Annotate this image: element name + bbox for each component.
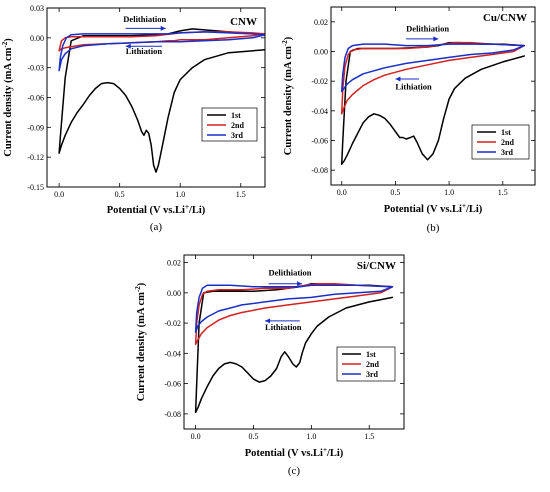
series-group (58, 28, 265, 173)
y-tick-label: -0.08 (164, 410, 181, 419)
legend-entry-label: 2nd (231, 121, 244, 130)
x-axis-label-end: /Li) (188, 205, 206, 216)
legend-entry-label: 3rd (366, 370, 379, 379)
annotation-arrow-head (265, 318, 271, 324)
annotation-arrow-head (125, 43, 131, 49)
y-tick-label: 0.00 (314, 48, 328, 57)
annotation-arrow-head (395, 76, 401, 82)
annotation-label: Lithiation (395, 81, 432, 91)
plot-frame (330, 6, 536, 186)
y-tick-label: -0.02 (311, 77, 328, 86)
y-tick-label: -0.04 (311, 107, 328, 116)
annotation-arrow-head (433, 36, 439, 42)
x-tick-label: 1.5 (236, 190, 246, 199)
series-group (340, 41, 526, 165)
x-axis-label: Potential (V vs.Li+/Li) (245, 446, 344, 459)
plot-frame (183, 254, 405, 430)
x-tick-label: 0.5 (390, 188, 400, 197)
y-tick-label: 0.00 (30, 34, 44, 43)
y-axis-label: Current density (mA cm-2) (134, 282, 147, 401)
y-axis-label-sup: -2 (281, 40, 289, 46)
y-tick-label: 0.02 (167, 259, 181, 268)
x-tick-label: 1.5 (364, 432, 374, 441)
panel-label: (a) (150, 221, 163, 233)
chart-panel-3: 0.0 0.5 1.0 1.5 -0.08 -0.06 -0.04 -0.02 0.00 0.02… (134, 254, 405, 477)
panel-label: (c) (288, 465, 301, 477)
x-tick-label: 0.5 (115, 190, 125, 199)
series-line-1st (194, 282, 394, 414)
y-axis-label-main: Current density (mA cm (3, 47, 14, 156)
y-tick-label: 0.03 (30, 4, 44, 13)
panel-label: (b) (427, 222, 440, 234)
y-axis-label: Current density (mA cm-2) (1, 38, 14, 157)
y-tick-label: -0.04 (164, 349, 181, 358)
y-tick-label: -0.15 (27, 183, 44, 192)
y-axis-label-end: ) (3, 38, 14, 42)
y-tick-label: -0.06 (164, 380, 181, 389)
legend-entry-label: 3rd (231, 131, 244, 140)
annotation-label: Delithiation (406, 23, 449, 33)
x-axis-label-end: /Li) (326, 448, 344, 459)
x-tick-label: 0.0 (337, 188, 347, 197)
x-axis-label: Potential (V vs.Li+/Li) (384, 202, 483, 215)
x-tick-label: 0.0 (191, 432, 201, 441)
x-axis-label-sup: + (185, 203, 189, 211)
y-axis-label-end: ) (283, 36, 294, 40)
x-tick-label: 1.5 (498, 188, 508, 197)
x-axis-label-main: Potential (V vs.Li (384, 204, 462, 215)
annotation-arrow-head (160, 25, 166, 31)
x-tick-label: 1.0 (444, 188, 454, 197)
y-axis-label-end: ) (136, 282, 147, 286)
chart-title: Cu/CNW (483, 12, 527, 24)
y-tick-label: -0.09 (27, 123, 44, 132)
x-axis-label-sup: + (323, 446, 327, 454)
y-tick-label: 0.02 (314, 18, 328, 27)
chart-panel-1: 0.0 0.5 1.0 1.5 -0.15 -0.12 -0.09 -0.06 -0.03 0.0… (1, 4, 266, 233)
x-axis-label-end: /Li) (465, 204, 483, 215)
annotation-label: Delithiation (269, 267, 312, 277)
legend-entry-label: 2nd (366, 360, 379, 369)
chart-panel-2: 0.0 0.5 1.0 1.5 -0.08 -0.06 -0.04 -0.02 0.00 0.02… (281, 6, 536, 234)
y-axis-label-sup: -2 (1, 41, 9, 47)
y-tick-label: -0.02 (164, 319, 181, 328)
series-group (194, 282, 394, 414)
x-tick-label: 1.0 (306, 432, 316, 441)
x-tick-label: 0.5 (248, 432, 258, 441)
y-tick-label: -0.03 (27, 64, 44, 73)
series-line-2nd (340, 41, 526, 115)
x-axis-label-main: Potential (V vs.Li (107, 205, 185, 216)
x-axis-label-main: Potential (V vs.Li (245, 448, 323, 459)
annotation-label: Delithiation (123, 14, 166, 24)
annotation-label: Lithiation (126, 46, 163, 56)
series-line-3rd (58, 31, 265, 72)
y-tick-label: -0.06 (27, 94, 44, 103)
y-axis-label-main: Current density (mA cm (136, 292, 147, 401)
chart-title: Si/CNW (357, 260, 396, 272)
x-axis-label-sup: + (462, 202, 466, 210)
series-line-3rd (194, 284, 394, 333)
y-tick-label: -0.06 (311, 137, 328, 146)
y-axis-label: Current density (mA cm-2) (281, 36, 294, 155)
legend-entry-label: 3rd (501, 148, 514, 157)
y-tick-label: 0.00 (167, 289, 181, 298)
x-tick-label: 1.0 (175, 190, 185, 199)
annotation-arrow-head (297, 281, 303, 287)
y-axis-label-main: Current density (mA cm (283, 46, 294, 155)
legend-entry-label: 2nd (501, 138, 514, 147)
y-tick-label: -0.08 (311, 166, 328, 175)
x-axis-label: Potential (V vs.Li+/Li) (107, 203, 206, 216)
legend-entry-label: 1st (366, 350, 376, 359)
legend-entry-label: 1st (501, 128, 511, 137)
legend-entry-label: 1st (231, 111, 241, 120)
chart-title: CNW (230, 16, 257, 28)
y-axis-label-sup: -2 (134, 286, 142, 292)
annotation-label: Lithiation (265, 322, 302, 332)
x-tick-label: 0.0 (54, 190, 64, 199)
series-line-3rd (340, 43, 526, 93)
y-tick-label: -0.12 (27, 153, 44, 162)
